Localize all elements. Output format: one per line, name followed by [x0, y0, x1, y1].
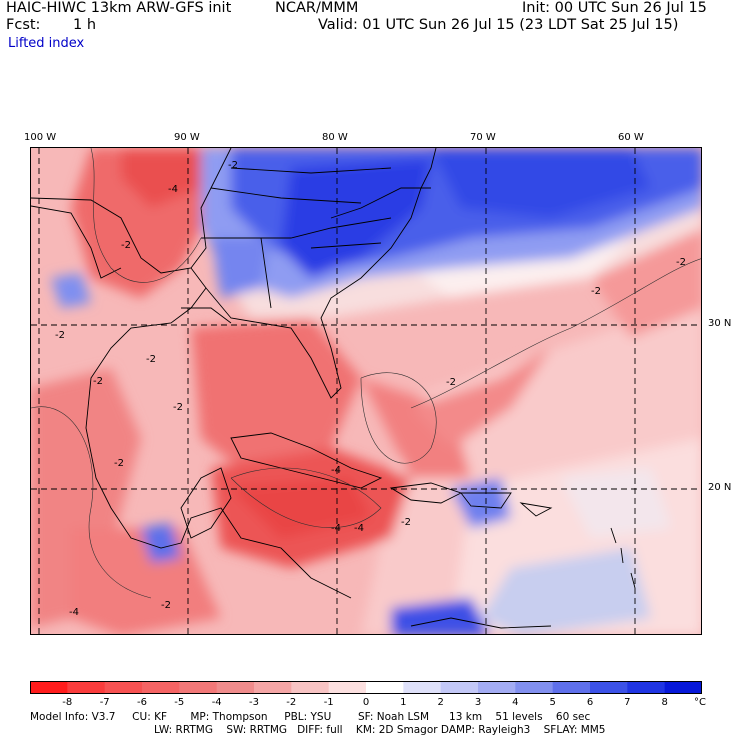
colorbar-tick-label: 6 [586, 697, 594, 708]
colorbar-tick-label: -8 [62, 697, 73, 708]
lon-label-60w: 60 W [618, 132, 644, 143]
lon-label-90w: 90 W [174, 132, 200, 143]
colorbar-cell [590, 681, 628, 694]
colorbar-tick-label: 7 [624, 697, 631, 708]
contour-label: -2 [676, 257, 686, 268]
contour-label: -2 [591, 286, 601, 297]
colorbar-unit: °C [694, 697, 706, 708]
lat-label-20n: 20 N [708, 482, 732, 493]
colorbar-tick-label: -2 [286, 697, 297, 708]
colorbar-cell [104, 681, 143, 694]
colorbar-cell [291, 681, 330, 694]
field-name: Lifted index [8, 36, 85, 51]
contour-label: -2 [55, 330, 65, 341]
colorbar-cell [67, 681, 106, 694]
colorbar-cell [366, 681, 404, 694]
colorbar-cell [403, 681, 442, 694]
colorbar-cell [627, 681, 666, 694]
lifted-index-map: -2 -4 -2 -2 -2 -2 -2 -2 -2 -2 -4 -4 -4 -… [30, 147, 702, 635]
colorbar-tick-label: -4 [211, 697, 222, 708]
lon-label-80w: 80 W [322, 132, 348, 143]
colorbar-tick-label: -1 [323, 697, 334, 708]
colorbar-cell [328, 681, 367, 694]
colorbar-tick-label: 3 [474, 697, 482, 708]
colorbar-tick-label: 2 [437, 697, 444, 708]
colorbar-tick-label: 5 [549, 697, 556, 708]
colorbar [30, 681, 702, 694]
model-title: HAIC-HIWC 13km ARW-GFS init [6, 0, 232, 16]
colorbar-tick-label: -6 [137, 697, 147, 708]
colorbar-cell [179, 681, 218, 694]
contour-label: -4 [331, 523, 341, 534]
contour-label: -4 [168, 184, 178, 195]
model-info-line1: Model Info: V3.7 CU: KF MP: Thompson PBL… [30, 711, 591, 723]
forecast-label: Fcst: [6, 17, 41, 33]
colorbar-cell [478, 681, 516, 694]
colorbar-tick-label: 1 [400, 697, 407, 708]
valid-time: Valid: 01 UTC Sun 26 Jul 15 (23 LDT Sat … [318, 17, 679, 33]
organization-label: NCAR/MMM [275, 0, 359, 16]
forecast-hour: 1 h [73, 17, 97, 33]
contour-label: -2 [93, 376, 103, 387]
colorbar-cell [515, 681, 554, 694]
contour-label: -2 [401, 517, 411, 528]
init-time: Init: 00 UTC Sun 26 Jul 15 [522, 0, 707, 16]
contour-label: -4 [354, 523, 364, 534]
contour-label: -2 [146, 354, 156, 365]
contour-label: -4 [69, 607, 79, 618]
colorbar-cell [142, 681, 180, 694]
colorbar-cell [552, 681, 591, 694]
contour-label: -2 [114, 458, 124, 469]
colorbar-cell [664, 681, 702, 694]
colorbar-cell [216, 681, 255, 694]
contour-label: -2 [161, 600, 171, 611]
contour-label: -2 [228, 160, 238, 171]
colorbar-cell [30, 681, 68, 694]
colorbar-cell [440, 681, 479, 694]
colorbar-tick-label: 4 [512, 697, 519, 708]
colorbar-tick-label: -7 [99, 697, 110, 708]
contour-label: -4 [331, 465, 341, 476]
lon-label-100w: 100 W [24, 132, 57, 143]
colorbar-tick-label: 8 [661, 697, 668, 708]
colorbar-tick-label: -5 [174, 697, 185, 708]
lon-label-70w: 70 W [470, 132, 496, 143]
model-info-line2: LW: RRTMG SW: RRTMG DIFF: full KM: 2D Sm… [154, 724, 606, 736]
colorbar-cell [254, 681, 292, 694]
contour-label: -2 [121, 240, 131, 251]
contour-label: -2 [446, 377, 456, 388]
lat-label-30n: 30 N [708, 318, 732, 329]
colorbar-tick-label: -3 [249, 697, 259, 708]
colorbar-tick-label: 0 [362, 697, 370, 708]
contour-label: -2 [173, 402, 183, 413]
